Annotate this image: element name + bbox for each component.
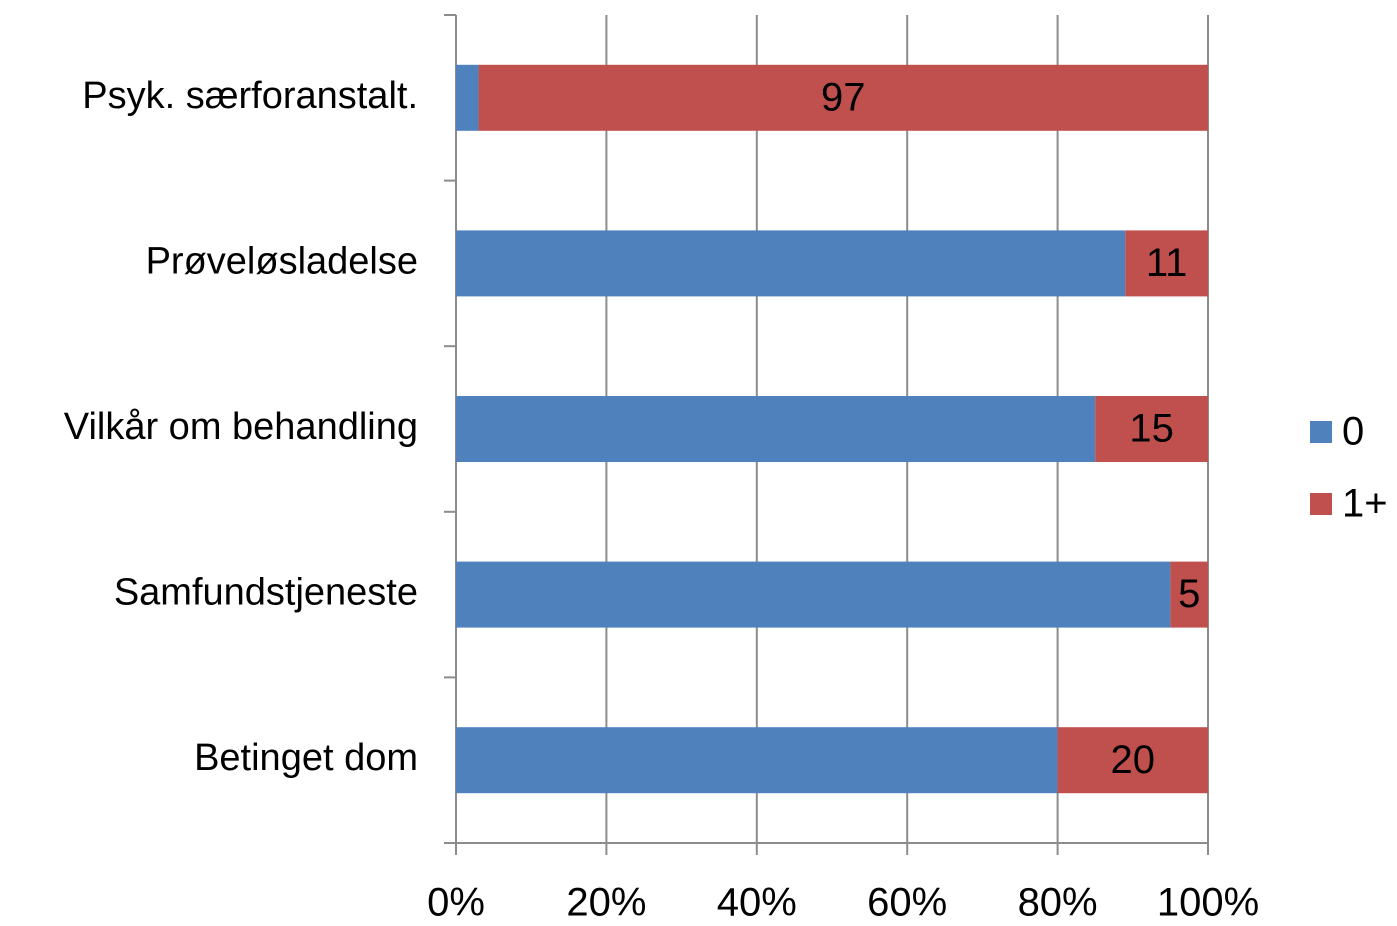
bar-segment [456, 561, 1171, 628]
bar-segment [456, 396, 1096, 462]
bar-segment [1057, 727, 1208, 794]
data-label: 97 [821, 75, 866, 119]
bar-segment [1095, 396, 1208, 462]
category-label: Prøveløsladelse [146, 240, 418, 282]
category-label: Vilkår om behandling [64, 406, 418, 448]
data-label: 5 [1178, 572, 1200, 616]
x-tick-label: 40% [717, 881, 797, 925]
x-tick-label: 60% [867, 881, 947, 925]
x-tick-label: 20% [566, 881, 646, 925]
legend-swatch [1310, 421, 1332, 443]
x-tick-label: 0% [427, 881, 485, 925]
legend-label: 1+ [1342, 482, 1388, 526]
bar-segment [1170, 561, 1208, 628]
x-tick-label: 100% [1157, 881, 1259, 925]
x-tick-label: 80% [1018, 881, 1098, 925]
data-label: 15 [1129, 407, 1174, 451]
category-label: Samfundstjeneste [114, 572, 418, 614]
legend-swatch [1310, 493, 1332, 515]
bar-segment [456, 727, 1058, 794]
bar-segment [456, 230, 1126, 297]
bar-segment [1125, 230, 1208, 297]
category-label: Psyk. særforanstalt. [82, 75, 418, 117]
data-label: 11 [1146, 241, 1188, 285]
category-label: Betinget dom [194, 737, 418, 779]
data-label: 20 [1111, 738, 1156, 782]
bar-segment [478, 64, 1208, 131]
legend-label: 0 [1342, 410, 1364, 454]
bar-segment [456, 64, 479, 131]
